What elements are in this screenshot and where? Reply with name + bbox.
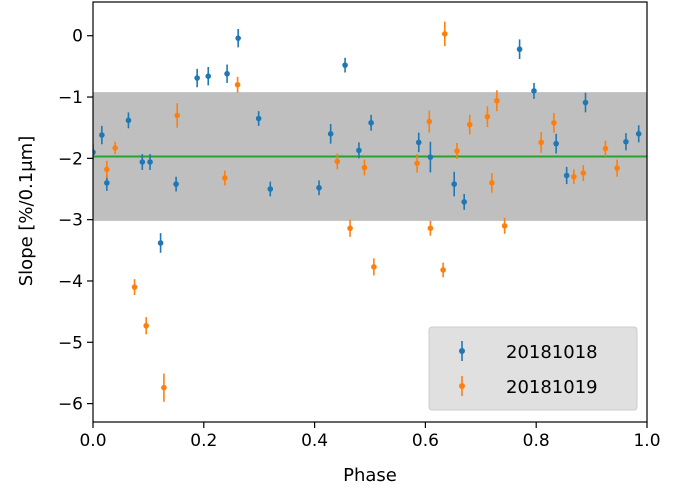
y-tick-label-1: −1 (58, 88, 83, 108)
data-point-20181019-17 (454, 148, 460, 154)
x-tick-label-5: 1.0 (633, 431, 660, 451)
data-point-20181019-5 (174, 112, 181, 119)
data-point-20181018-1 (99, 132, 105, 138)
data-point-20181018-15 (327, 131, 334, 137)
data-point-20181019-25 (571, 173, 577, 180)
data-point-20181019-26 (580, 170, 587, 176)
y-tick-label-2: −2 (58, 149, 83, 169)
data-point-20181019-18 (466, 121, 473, 128)
data-point-20181018-3 (125, 117, 132, 124)
y-tick-label-3: −3 (58, 211, 83, 231)
data-point-20181019-24 (551, 119, 557, 126)
x-tick-label-0: 0.0 (79, 431, 106, 451)
y-tick-label-4: −4 (58, 272, 83, 292)
data-point-20181019-9 (347, 225, 353, 232)
legend-dot (459, 383, 465, 389)
data-point-20181019-20 (489, 180, 495, 186)
data-point-20181018-5 (147, 159, 153, 165)
data-point-20181019-12 (414, 160, 420, 167)
data-point-20181018-8 (194, 75, 200, 81)
data-point-20181018-21 (451, 181, 458, 187)
data-point-20181019-1 (112, 145, 118, 151)
data-point-20181018-13 (267, 186, 274, 192)
data-point-20181019-21 (494, 97, 500, 104)
data-point-20181018-25 (553, 140, 559, 147)
data-point-20181018-4 (139, 159, 146, 165)
data-point-20181018-22 (461, 199, 467, 205)
data-points (93, 21, 642, 402)
legend-box (428, 326, 638, 411)
series-20181019 (104, 21, 620, 402)
data-point-20181018-29 (635, 131, 642, 137)
data-point-20181019-11 (371, 264, 377, 270)
data-point-20181018-12 (255, 115, 262, 122)
data-point-20181019-0 (104, 166, 110, 173)
data-point-20181018-17 (356, 147, 362, 154)
data-point-20181019-13 (426, 118, 433, 125)
data-point-20181018-27 (582, 99, 589, 106)
x-tick-label-3: 0.6 (412, 431, 439, 451)
data-point-20181018-23 (516, 46, 523, 53)
legend: 20181018 20181019 (428, 326, 638, 411)
data-point-20181018-20 (427, 154, 434, 160)
data-point-20181019-22 (501, 222, 508, 229)
data-point-20181018-7 (173, 181, 179, 187)
data-point-20181018-10 (224, 70, 230, 77)
data-point-20181018-9 (205, 73, 212, 79)
y-axis-title: Slope [%/0.1μm] (16, 136, 37, 287)
x-tick-label-1: 0.2 (190, 431, 217, 451)
data-point-20181018-6 (157, 240, 164, 246)
data-point-20181018-24 (531, 88, 537, 94)
legend-marker-20181019 (459, 376, 465, 396)
data-point-20181019-15 (440, 267, 446, 273)
legend-marker-20181018 (459, 341, 465, 361)
data-point-20181019-2 (131, 284, 138, 290)
x-axis-title: Phase (343, 465, 397, 486)
data-point-20181018-26 (563, 172, 570, 179)
data-point-20181019-23 (538, 139, 544, 146)
data-point-20181018-16 (342, 62, 348, 68)
data-point-20181018-28 (623, 138, 629, 145)
data-point-20181018-11 (235, 35, 241, 41)
y-tick-label-0: 0 (72, 27, 83, 47)
y-tick-label-6: −6 (58, 395, 83, 415)
axis-ticks: 0.0 0.2 0.4 0.6 0.8 1.0 0 −1 −2 −3 −4 −5 −6 (58, 27, 661, 451)
y-tick-label-5: −5 (58, 333, 83, 353)
data-point-20181018-18 (368, 119, 374, 126)
data-point-20181019-7 (234, 81, 241, 88)
data-point-20181019-6 (222, 175, 228, 181)
plot-area (92, 1, 648, 423)
data-point-20181018-14 (316, 184, 322, 191)
data-point-20181019-3 (143, 322, 149, 329)
data-point-20181019-16 (441, 31, 448, 37)
data-point-20181019-27 (602, 145, 609, 152)
data-point-20181019-4 (161, 384, 167, 391)
legend-label-20181018: 20181018 (506, 342, 598, 363)
data-point-20181018-2 (104, 180, 110, 186)
legend-label-20181019: 20181019 (506, 377, 598, 398)
data-point-20181019-28 (614, 165, 620, 171)
data-point-20181019-19 (484, 113, 491, 120)
data-point-20181018-0 (93, 149, 96, 156)
series-20181018 (93, 28, 642, 253)
data-point-20181019-8 (334, 158, 341, 165)
data-point-20181019-10 (361, 164, 368, 171)
data-point-20181018-19 (415, 139, 422, 146)
x-tick-label-4: 0.8 (523, 431, 550, 451)
axes-frame (92, 1, 648, 423)
data-point-20181019-14 (427, 225, 434, 232)
legend-dot (459, 348, 465, 354)
x-tick-label-2: 0.4 (301, 431, 328, 451)
